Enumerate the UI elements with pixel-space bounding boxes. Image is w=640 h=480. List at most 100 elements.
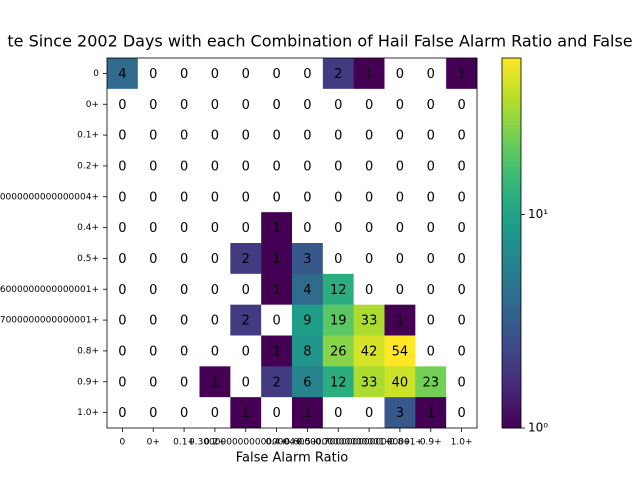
heatmap-cell [292,181,324,213]
heatmap-cell [292,273,324,305]
cell-label: 0 [427,252,435,267]
heatmap-cell [261,335,293,367]
heatmap-cell [446,181,478,213]
x-tick-label: 0.2+ [204,438,226,448]
heatmap-cell [353,181,385,213]
heatmap-cell [199,212,231,244]
cell-label: 0 [334,159,342,174]
colorbar-segment [502,346,521,351]
cell-label: 0 [149,67,157,82]
heatmap-cell [107,273,139,305]
colorbar-segment [502,280,521,285]
cell-label: 0 [303,129,311,144]
heatmap-cell [230,58,262,90]
cell-label: 0 [118,221,126,236]
colorbar-segment [502,213,521,218]
cell-label: 0 [457,159,465,174]
y-tick-label: 0.6000000000000001+ [0,285,99,295]
heatmap-cell [137,397,169,429]
heatmap-cell [168,181,200,213]
heatmap-cell [199,304,231,336]
cell-label: 1 [272,221,280,236]
cell-label: 0 [211,129,219,144]
y-tick-label: 0.4+ [77,223,99,233]
cell-label: 0 [211,190,219,205]
colorbar-segment [502,409,521,414]
heatmap-cell [261,304,293,336]
heatmap-cell [199,397,231,429]
colorbar-segment [502,128,521,133]
colorbar-tick-label: 10¹ [528,207,548,221]
cell-label: 12 [330,375,347,390]
cell-label: 0 [149,406,157,421]
cell-label: 0 [396,221,404,236]
heatmap-cell [230,243,262,275]
cell-label: 0 [396,98,404,113]
colorbar-segment [502,328,521,333]
colorbar-segment [502,391,521,396]
heatmap-cell [384,335,416,367]
colorbar-segment [502,91,521,96]
cell-label: 3 [303,252,311,267]
colorbar-segment [502,224,521,229]
cell-label: 0 [396,129,404,144]
heatmap-cell [261,88,293,120]
cell-label: 54 [392,344,409,359]
heatmap-cell [446,150,478,182]
cell-label: 0 [427,67,435,82]
heatmap-cell [353,366,385,398]
heatmap-cell [322,335,354,367]
cell-label: 0 [457,129,465,144]
heatmap-cell [415,243,447,275]
y-tick-label: 1.0+ [77,408,99,418]
cell-label: 0 [118,375,126,390]
cell-label: 0 [149,98,157,113]
heatmap-cell [137,181,169,213]
colorbar-segment [502,217,521,222]
cell-label: 0 [334,129,342,144]
colorbar-segment [502,420,521,425]
cell-label: 33 [361,375,378,390]
cell-label: 0 [396,190,404,205]
cell-label: 0 [427,98,435,113]
colorbar-segment [502,398,521,403]
cell-label: 26 [330,344,347,359]
cell-label: 1 [303,406,311,421]
colorbar-segment [502,194,521,200]
colorbar-segment [502,150,521,155]
heatmap-cell [168,58,200,90]
cell-label: 1 [457,67,465,82]
cell-label: 0 [180,406,188,421]
cell-label: 0 [365,98,373,113]
colorbar-segment [502,58,521,63]
colorbar-segment [502,180,521,185]
heatmap-cell [292,212,324,244]
heatmap-cell [446,88,478,120]
colorbar-segment [502,298,521,303]
cell-label: 0 [457,344,465,359]
colorbar-segment [502,72,521,77]
x-tick-label: 0.1+ [173,438,195,448]
heatmap-cell [230,150,262,182]
cell-label: 0 [242,67,250,82]
cell-label: 0 [149,190,157,205]
heatmap-cell [415,273,447,305]
heatmap-cell [322,273,354,305]
x-tick-label: 0.9+ [420,438,442,448]
cell-label: 1 [272,344,280,359]
cell-label: 0 [118,344,126,359]
heatmap-cell [415,150,447,182]
heatmap-cell [322,88,354,120]
cell-label: 0 [180,98,188,113]
cell-label: 2 [272,375,280,390]
heatmap-cell [168,397,200,429]
heatmap-cell [415,366,447,398]
heatmap-cell [353,273,385,305]
heatmap-cell [353,304,385,336]
heatmap-cell [384,304,416,336]
heatmap-cell [107,58,139,90]
heatmap-cell [292,88,324,120]
colorbar-segment [502,198,521,203]
cell-label: 6 [303,375,311,390]
colorbar-segment [502,335,521,340]
